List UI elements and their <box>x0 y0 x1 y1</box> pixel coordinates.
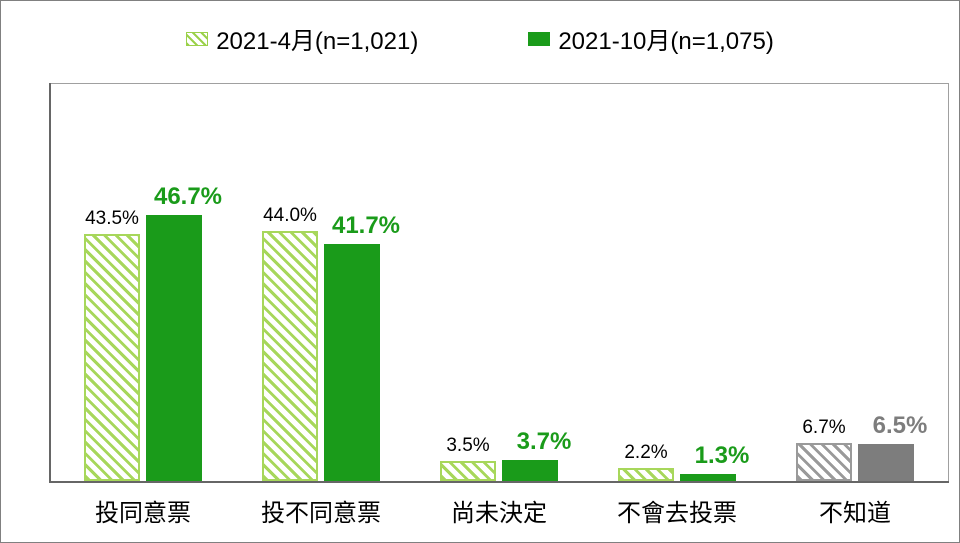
bar-series2 <box>858 444 914 481</box>
chart-frame: 2021-4月(n=1,021) 2021-10月(n=1,075) 43.5%… <box>0 0 960 543</box>
legend-label-series2: 2021-10月(n=1,075) <box>558 21 773 56</box>
bar-series2 <box>502 460 558 481</box>
data-label-series2: 41.7% <box>332 212 400 240</box>
y-axis <box>49 83 51 481</box>
bar-series1 <box>618 468 674 481</box>
data-label-series2: 3.7% <box>517 428 572 456</box>
data-label-series2: 6.5% <box>873 412 928 440</box>
category-label: 投不同意票 <box>261 493 381 528</box>
legend: 2021-4月(n=1,021) 2021-10月(n=1,075) <box>1 21 959 56</box>
bar-series1 <box>796 443 852 481</box>
x-axis <box>49 481 949 483</box>
legend-swatch-hatched-icon <box>186 32 208 46</box>
bar-series2 <box>146 215 202 481</box>
data-label-series2: 46.7% <box>154 183 222 211</box>
data-label-series1: 3.5% <box>446 435 489 457</box>
category-label: 投同意票 <box>95 493 191 528</box>
bar-series1 <box>84 234 140 481</box>
bar-series2 <box>324 244 380 481</box>
data-label-series1: 43.5% <box>85 208 139 230</box>
data-label-series1: 2.2% <box>624 442 667 464</box>
legend-swatch-solid-icon <box>528 32 550 46</box>
bar-series1 <box>440 461 496 481</box>
category-label: 尚未決定 <box>451 493 547 528</box>
bar-series2 <box>680 474 736 481</box>
legend-label-series1: 2021-4月(n=1,021) <box>216 21 418 56</box>
legend-item-series1: 2021-4月(n=1,021) <box>186 21 418 56</box>
category-label: 不會去投票 <box>617 493 737 528</box>
data-label-series1: 44.0% <box>263 205 317 227</box>
data-label-series2: 1.3% <box>695 442 750 470</box>
legend-item-series2: 2021-10月(n=1,075) <box>528 21 773 56</box>
bar-series1 <box>262 231 318 481</box>
data-label-series1: 6.7% <box>802 417 845 439</box>
category-label: 不知道 <box>819 493 891 528</box>
